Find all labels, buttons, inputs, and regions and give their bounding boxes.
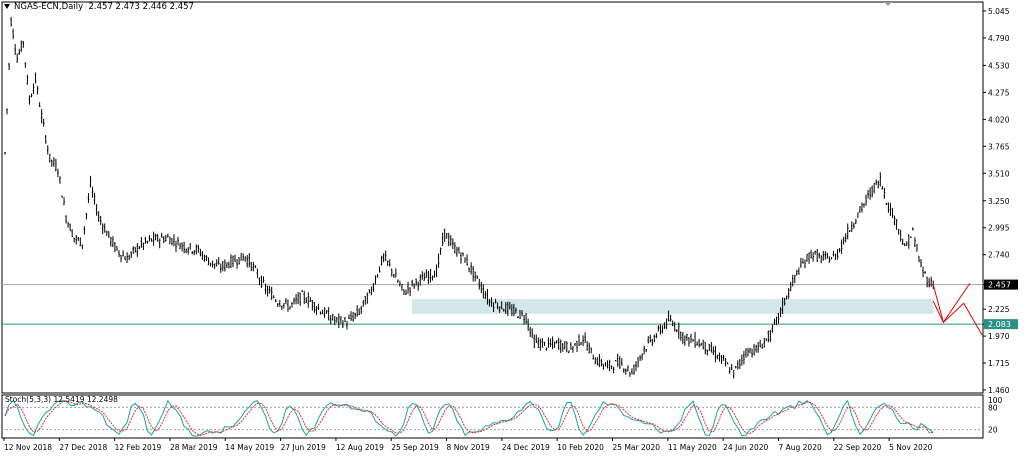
price-tag <box>984 279 1018 290</box>
x-tick-label: 12 Nov 2018 <box>4 443 52 452</box>
stochastic-main-line <box>4 399 934 437</box>
x-tick-label: 10 Feb 2020 <box>557 443 604 452</box>
symbol-header: NGAS-ECN,Daily 2.457 2.473 2.446 2.457 <box>4 2 194 12</box>
x-tick-label: 12 Aug 2019 <box>336 443 384 452</box>
y-tick-label: 5.045 <box>988 7 1010 16</box>
symbol-label: NGAS-ECN,Daily <box>14 2 84 12</box>
y-tick-label: 3.250 <box>988 197 1010 206</box>
stochastic-label: Stoch(5,3,3) 12.5419 12.2498 <box>5 395 118 404</box>
scroll-marker-icon[interactable] <box>884 2 892 6</box>
y-tick-label: 4.275 <box>988 88 1010 97</box>
projection-down-path <box>932 300 983 336</box>
x-tick-label: 8 Nov 2019 <box>447 443 490 452</box>
y-tick-label: 1.970 <box>988 332 1010 341</box>
y-tick-label: 1.460 <box>988 386 1010 395</box>
ohlc-values: 2.457 2.473 2.446 2.457 <box>88 2 194 12</box>
price-pane: 5.045 4.790 4.530 4.275 4.020 3.765 3.510 3.250… <box>1 1 1018 395</box>
x-tick-label: 5 Nov 2020 <box>889 443 932 452</box>
x-tick-label: 25 Sep 2019 <box>391 443 439 452</box>
support-zone <box>412 299 934 314</box>
price-tag <box>984 319 1018 330</box>
y-tick-label: 4.790 <box>988 34 1010 43</box>
x-tick-label: 11 May 2020 <box>668 443 717 452</box>
x-tick-label: 24 Jun 2020 <box>723 443 768 452</box>
y-tick-label: 2.740 <box>988 251 1010 260</box>
candles <box>4 16 935 379</box>
price-axis: 5.045 4.790 4.530 4.275 4.020 3.765 3.510 3.250… <box>983 7 1018 395</box>
stoch-tick-label: 100 <box>988 396 1003 405</box>
y-tick-label: 2.225 <box>988 305 1010 314</box>
x-tick-label: 7 Aug 2020 <box>778 443 821 452</box>
y-tick-label: 3.510 <box>988 169 1010 178</box>
stochastic-levels <box>2 406 983 431</box>
x-tick-label: 14 May 2019 <box>225 443 274 452</box>
x-tick-label: 24 Dec 2019 <box>502 443 550 452</box>
y-tick-label: 2.995 <box>988 224 1010 233</box>
dropdown-triangle-icon[interactable] <box>4 4 10 9</box>
y-tick-label: 3.765 <box>988 142 1010 151</box>
price-tag-label: 2.457 <box>988 281 1011 290</box>
y-tick-label: 1.715 <box>988 359 1010 368</box>
x-tick-label: 27 Jun 2019 <box>281 443 326 452</box>
x-tick-label: 28 Mar 2019 <box>170 443 218 452</box>
x-tick-label: 22 Sep 2020 <box>834 443 882 452</box>
stoch-tick-label: 20 <box>988 426 998 435</box>
time-axis: 12 Nov 2018 27 Dec 2018 12 Feb 2019 28 Mar … <box>3 438 933 452</box>
y-tick-label: 4.020 <box>988 115 1010 124</box>
x-tick-label: 25 Mar 2020 <box>613 443 661 452</box>
x-tick-label: 12 Feb 2019 <box>115 443 162 452</box>
stoch-tick-label: 80 <box>988 403 998 412</box>
x-tick-label: 27 Dec 2018 <box>59 443 107 452</box>
y-tick-label: 4.530 <box>988 61 1010 70</box>
price-tag-label: 2.083 <box>988 320 1011 329</box>
stochastic-signal-line <box>4 400 934 436</box>
